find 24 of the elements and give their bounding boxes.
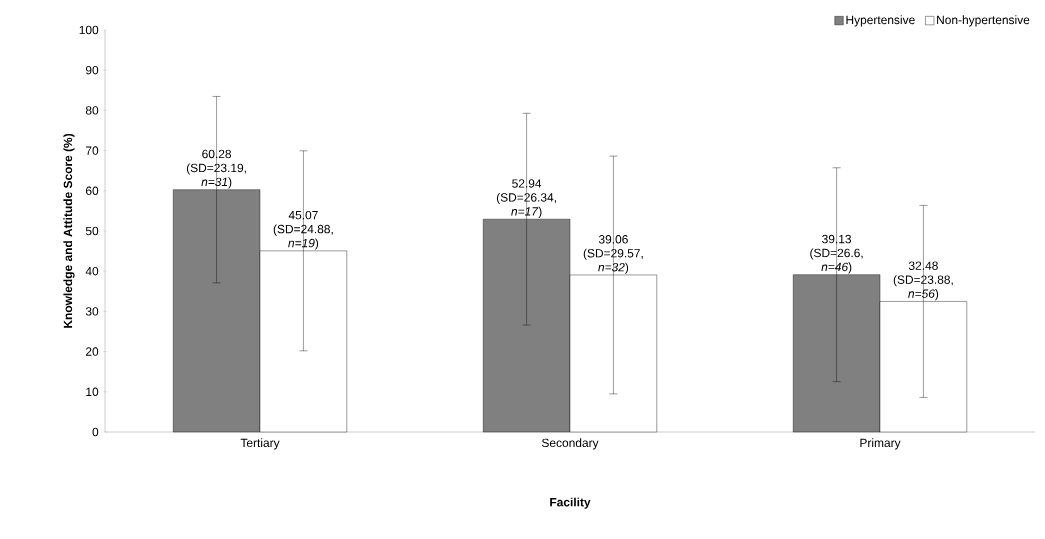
y-tick-label: 50 xyxy=(85,226,99,236)
y-tick-label: 40 xyxy=(85,266,99,276)
y-tick-label: 100 xyxy=(79,25,99,35)
y-tick-label: 80 xyxy=(85,106,99,115)
x-tick-label: Tertiary xyxy=(240,438,280,450)
data-label: 39.06 (SD=29.57, n=32) xyxy=(583,235,643,274)
legend-label: Hypertensive xyxy=(846,15,915,27)
data-label: 32.48 (SD=23.88, n=56) xyxy=(893,261,953,301)
y-tick-label: 60 xyxy=(86,186,99,196)
y-tick-label: 70 xyxy=(86,146,99,155)
y-tick-label: 90 xyxy=(85,65,99,75)
legend-label: Non-hypertensive xyxy=(937,15,1030,27)
x-tick-label: Primary xyxy=(860,438,901,450)
y-tick-label: 0 xyxy=(92,427,99,437)
data-label: 45.07 (SD=24.88, n=19) xyxy=(273,210,333,250)
x-tick-label: Secondary xyxy=(541,438,599,450)
y-tick-label: 20 xyxy=(85,347,99,356)
data-label: 60.28 (SD=23.19, n=31) xyxy=(186,149,246,189)
data-label: 52.94 (SD=26.34, n=17) xyxy=(496,179,556,218)
data-label: 39.13 (SD=26.6, n=46) xyxy=(810,234,863,274)
y-tick-label: 10 xyxy=(86,387,99,397)
y-axis-title: Knowledge and Attitude Score (%) xyxy=(63,133,75,328)
y-tick-label: 30 xyxy=(85,307,99,316)
x-axis-title: Facility xyxy=(550,497,591,509)
